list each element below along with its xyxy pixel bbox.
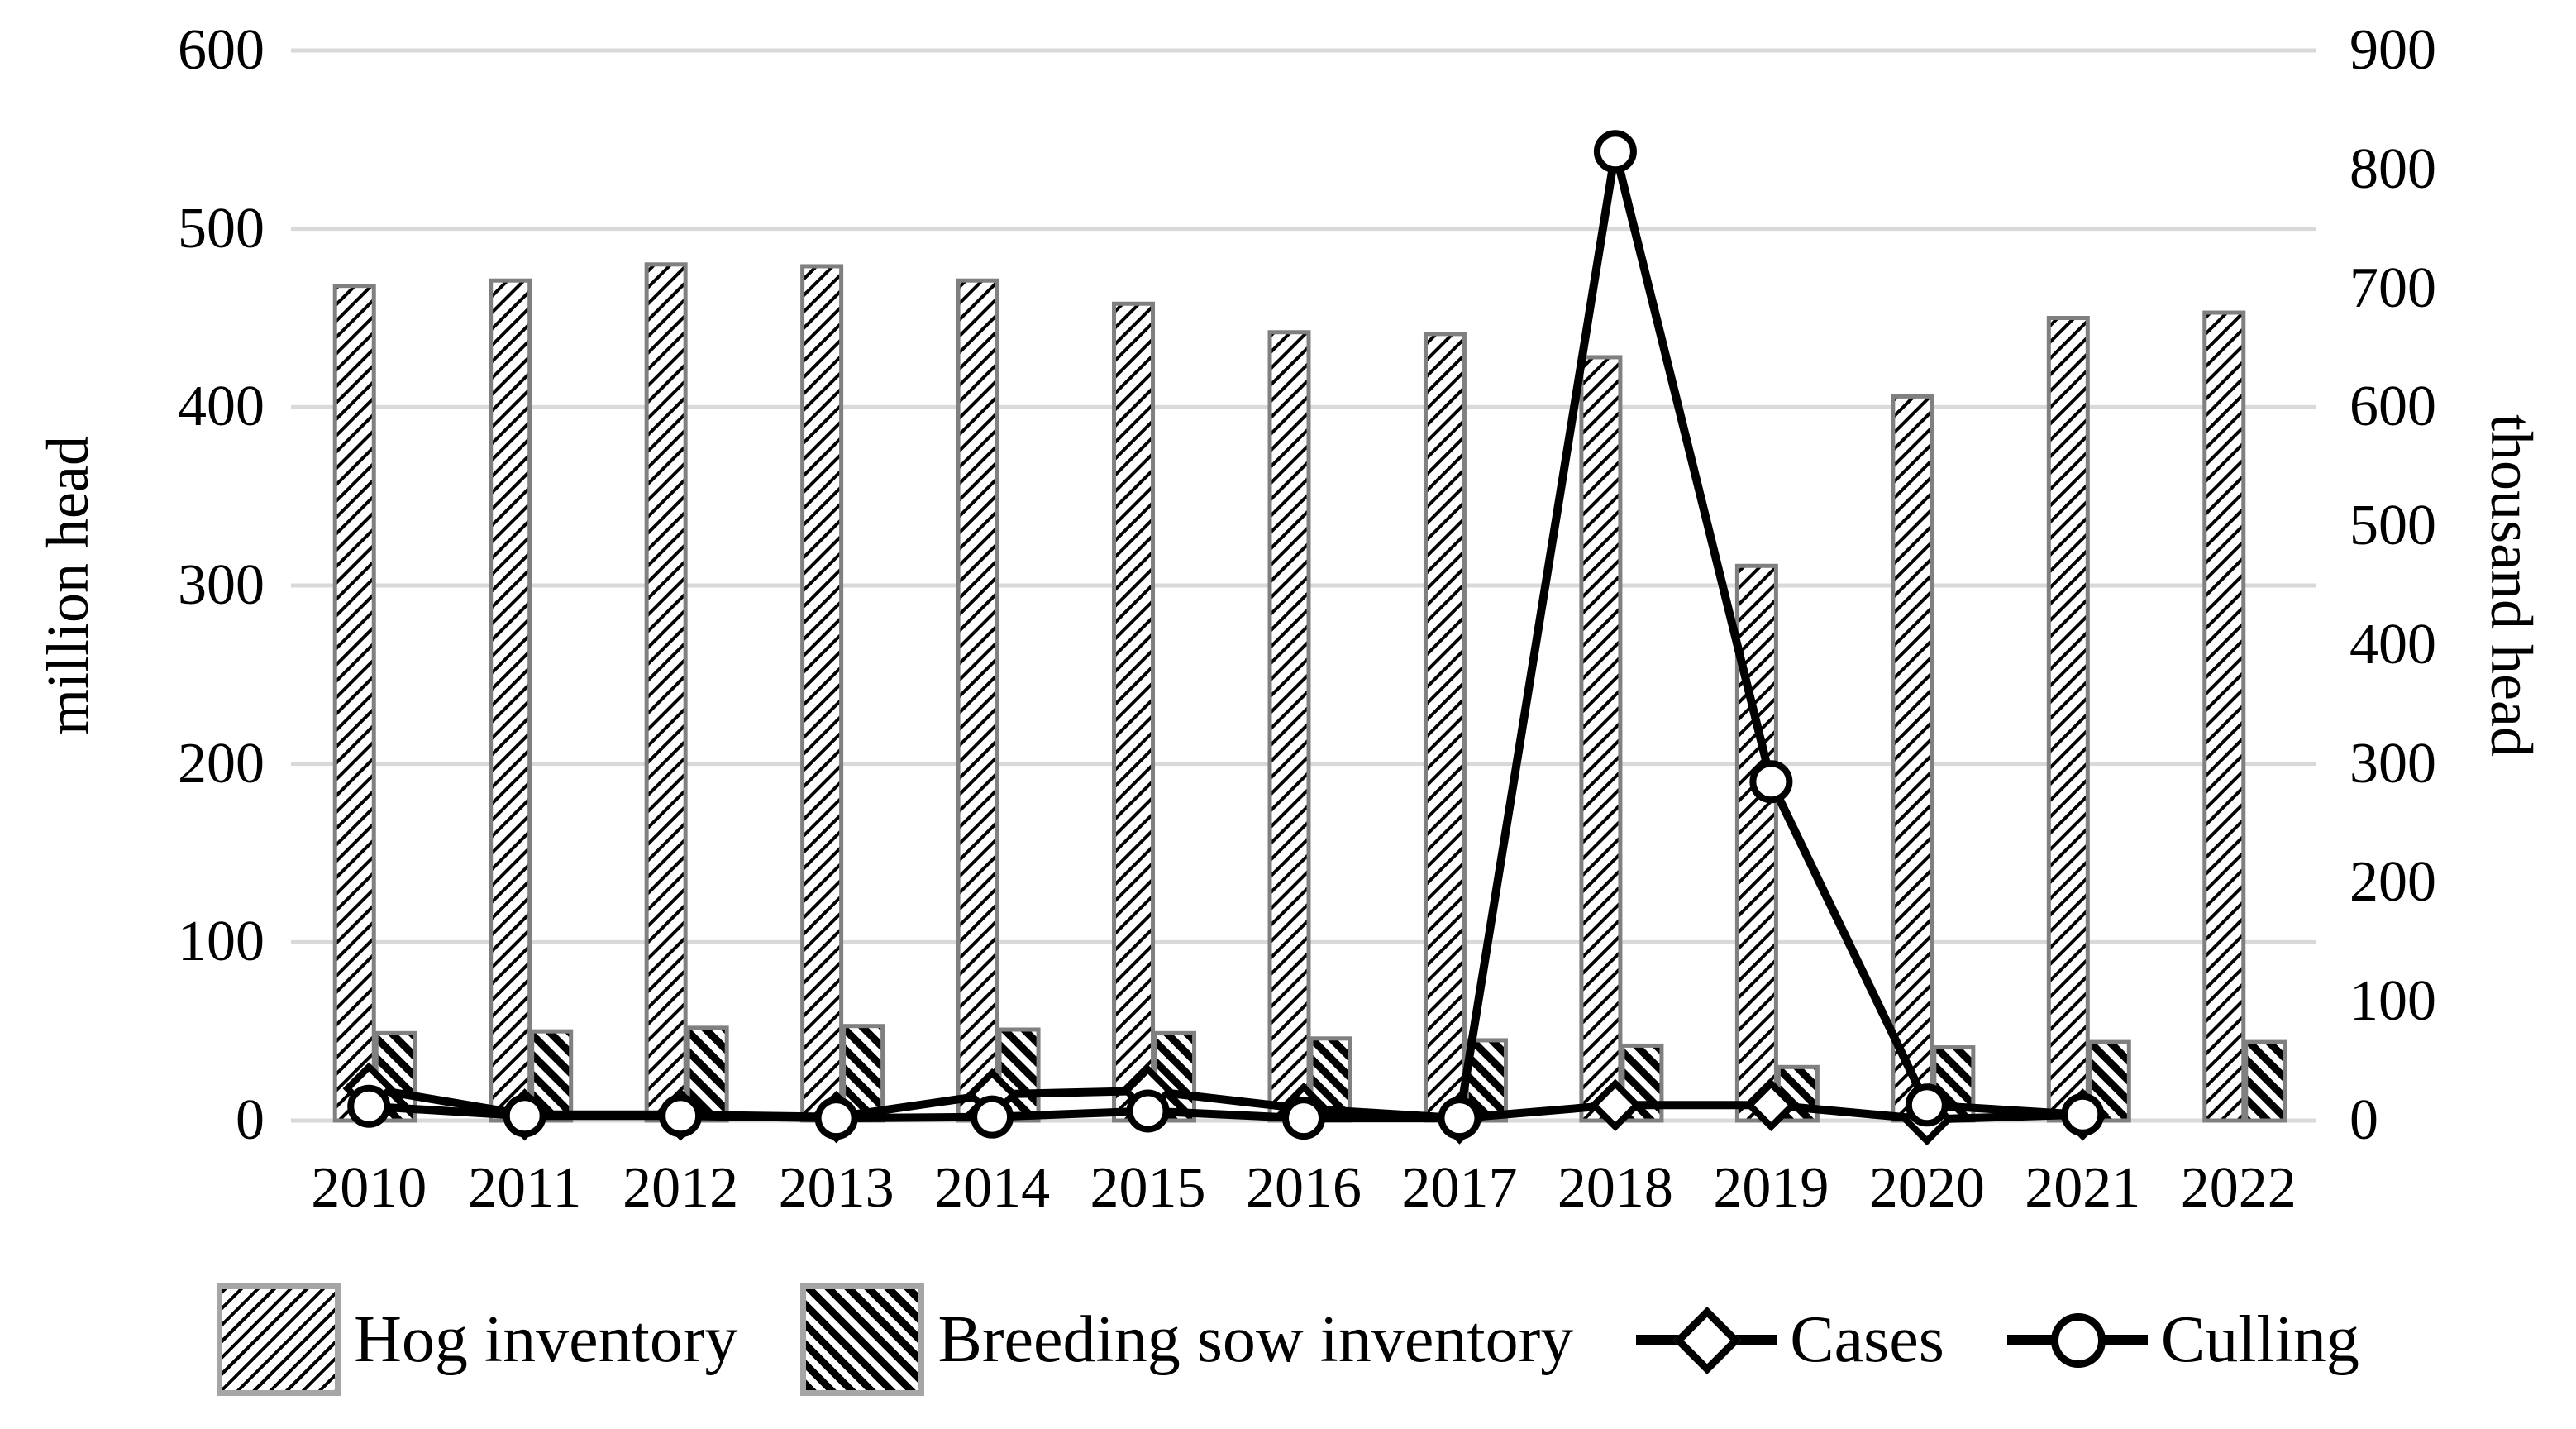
bar-hog-inventory-2022: [2202, 310, 2246, 1123]
legend-label-culling: Culling: [2160, 1302, 2359, 1376]
x-axis-label: 2012: [623, 1156, 739, 1220]
left-axis-tick: 0: [236, 1088, 265, 1152]
right-axis-tick: 900: [2349, 18, 2436, 82]
bar-hog-inventory-2014: [956, 278, 999, 1123]
hog-inventory-swatch-icon: [217, 1283, 341, 1396]
bar-hog-inventory-2018: [1579, 355, 1623, 1123]
bar-hog-inventory-2016: [1267, 330, 1311, 1123]
bar-breeding-sow-inventory-2022: [2244, 1039, 2287, 1123]
right-axis-tick: 100: [2349, 969, 2436, 1034]
bar-hog-inventory-2020: [1891, 394, 1934, 1123]
circle-marker-icon: [2050, 1313, 2106, 1368]
left-axis-title: million head: [35, 436, 101, 735]
x-axis-label: 2017: [1401, 1156, 1518, 1220]
bar-hog-inventory-2017: [1423, 332, 1467, 1123]
x-axis-label: 2016: [1245, 1156, 1362, 1220]
marker-culling-2010: [347, 1084, 391, 1128]
right-axis-title: thousand head: [2478, 414, 2545, 757]
marker-culling-2019: [1749, 760, 1793, 804]
legend-item-cases: Cases: [1636, 1302, 1944, 1378]
x-axis-label: 2020: [1868, 1156, 1985, 1220]
left-axis-tick: 500: [178, 196, 265, 260]
bar-hog-inventory-2013: [800, 264, 844, 1123]
legend-item-culling: Culling: [2006, 1302, 2359, 1378]
right-axis-tick: 0: [2349, 1088, 2378, 1152]
bar-breeding-sow-inventory-2014: [997, 1027, 1041, 1123]
marker-culling-2017: [1438, 1097, 1481, 1140]
x-axis-label: 2022: [2180, 1156, 2297, 1220]
culling-marker-icon: [2006, 1305, 2148, 1374]
legend-label-breeding-sow-inventory: Breeding sow inventory: [937, 1302, 1574, 1376]
marker-culling-2021: [2061, 1092, 2105, 1136]
x-axis-label: 2011: [467, 1156, 582, 1220]
marker-culling-2013: [814, 1097, 858, 1140]
breeding-sow-swatch-icon: [800, 1283, 925, 1396]
right-axis-tick: 700: [2349, 256, 2436, 320]
left-axis-tick: 300: [178, 553, 265, 617]
legend-item-hog-inventory: Hog inventory: [217, 1283, 737, 1396]
right-axis-tick: 800: [2349, 136, 2436, 201]
right-axis-tick: 300: [2349, 731, 2436, 796]
right-axis-tick: 400: [2349, 612, 2436, 676]
line-culling: [368, 151, 2083, 1123]
marker-culling-2018: [1593, 130, 1637, 174]
marker-cases-2018: [1589, 1078, 1642, 1131]
marker-culling-2015: [1126, 1089, 1170, 1133]
marker-culling-2016: [1282, 1097, 1325, 1140]
left-axis-tick: 200: [178, 731, 265, 796]
legend-label-hog-inventory: Hog inventory: [354, 1302, 738, 1376]
bar-hog-inventory-2011: [489, 278, 532, 1123]
marker-culling-2012: [659, 1094, 703, 1138]
left-axis-tick: 100: [178, 910, 265, 974]
cases-marker-icon: [1636, 1305, 1777, 1375]
bar-hog-inventory-2015: [1112, 301, 1156, 1123]
marker-cases-2019: [1744, 1078, 1798, 1131]
marker-culling-2020: [1905, 1083, 1949, 1127]
legend-item-breeding-sow-inventory: Breeding sow inventory: [800, 1283, 1573, 1396]
diamond-marker-icon: [1673, 1306, 1742, 1375]
bar-hog-inventory-2012: [644, 262, 688, 1123]
bar-hog-inventory-2010: [332, 284, 376, 1123]
left-axis-tick: 400: [178, 375, 265, 439]
marker-culling-2014: [971, 1095, 1014, 1139]
marker-culling-2011: [503, 1094, 546, 1138]
x-axis-label: 2015: [1090, 1156, 1206, 1220]
x-axis-label: 2018: [1557, 1156, 1673, 1220]
right-axis-tick: 600: [2349, 375, 2436, 439]
x-axis-label: 2010: [311, 1156, 427, 1220]
x-axis-label: 2013: [778, 1156, 894, 1220]
x-axis-label: 2014: [934, 1156, 1051, 1220]
x-axis-label: 2021: [2025, 1156, 2141, 1220]
bar-hog-inventory-2021: [2046, 316, 2090, 1123]
legend-label-cases: Cases: [1790, 1302, 1944, 1376]
legend: Hog inventory Breeding sow inventory Cas…: [0, 1283, 2576, 1396]
x-axis-label: 2019: [1713, 1156, 1829, 1220]
right-axis-tick: 500: [2349, 494, 2436, 558]
right-axis-tick: 200: [2349, 850, 2436, 915]
left-axis-tick: 600: [178, 18, 265, 82]
bar-hog-inventory-2019: [1734, 563, 1778, 1123]
